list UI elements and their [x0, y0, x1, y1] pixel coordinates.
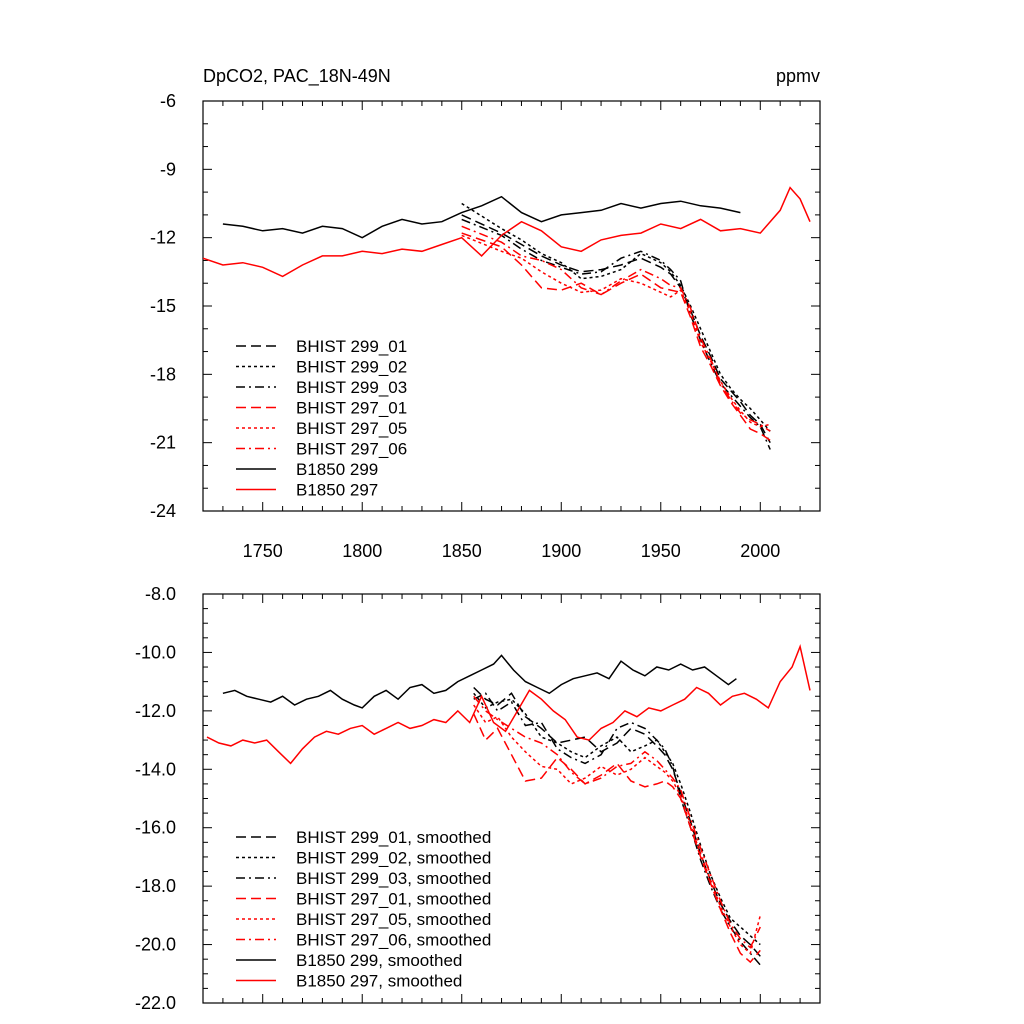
y-tick-label: -14.0	[135, 759, 176, 779]
legend-label: B1850 297	[296, 481, 378, 500]
legend-label: B1850 299	[296, 460, 378, 479]
series-line-4	[473, 704, 762, 955]
bottom-chart: -22.0 -20.0 -18.0 -16.0 -14.0 -12.0 -10.0 -8.0 B…	[135, 584, 821, 1013]
series-line-0	[473, 686, 761, 957]
series-line-2	[461, 218, 771, 450]
y-tick-label: -22.0	[135, 993, 176, 1013]
top-chart-units: ppmv	[776, 66, 820, 86]
legend-label: B1850 299, smoothed	[296, 951, 462, 970]
x-tick-label: 2000	[740, 541, 780, 561]
y-tick-label: -6	[160, 91, 176, 111]
y-tick-label: -12.0	[135, 701, 176, 721]
y-tick-label: -24	[150, 501, 176, 521]
series-line-4	[461, 234, 771, 428]
x-tick-label: 1800	[342, 541, 382, 561]
legend-label: BHIST 299_03	[296, 378, 407, 397]
x-tick-label: 1750	[243, 541, 283, 561]
legend-label: BHIST 299_03, smoothed	[296, 869, 491, 888]
series-line-6	[222, 195, 741, 239]
legend-label: BHIST 297_05, smoothed	[296, 910, 491, 929]
legend-label: BHIST 297_05	[296, 419, 407, 438]
series-line-2	[473, 692, 761, 966]
series-line-5	[473, 695, 761, 949]
legend-label: BHIST 299_01, smoothed	[296, 828, 491, 847]
series-line-3	[461, 232, 771, 442]
top-chart-title: DpCO2, PAC_18N-49N	[203, 66, 391, 87]
y-tick-label: -8.0	[145, 584, 176, 604]
y-tick-label: -18.0	[135, 876, 176, 896]
series-line-5	[461, 225, 771, 432]
legend-label: BHIST 299_01	[296, 337, 407, 356]
x-tick-label: 1850	[442, 541, 482, 561]
legend-label: BHIST 297_06	[296, 440, 407, 459]
y-tick-label: -20.0	[135, 935, 176, 955]
top-chart: 1750 1800 1850 1900 1950 2000 -24 -21 -18 -15 -12 -…	[150, 91, 821, 561]
y-tick-label: -21	[150, 433, 176, 453]
y-tick-label: -16.0	[135, 818, 176, 838]
series-line-7	[203, 186, 811, 278]
y-tick-label: -18	[150, 364, 176, 384]
x-tick-label: 1900	[541, 541, 581, 561]
legend-label: BHIST 297_06, smoothed	[296, 931, 491, 950]
legend-label: BHIST 297_01, smoothed	[296, 890, 491, 909]
y-tick-label: -15	[150, 296, 176, 316]
legend-label: BHIST 297_01	[296, 399, 407, 418]
series-line-6	[222, 654, 737, 709]
series-line-3	[473, 713, 761, 964]
y-tick-label: -10.0	[135, 642, 176, 662]
x-tick-label: 1950	[641, 541, 681, 561]
legend-label: BHIST 299_02, smoothed	[296, 849, 491, 868]
legend-label: B1850 297, smoothed	[296, 972, 462, 991]
y-tick-label: -12	[150, 228, 176, 248]
series-line-0	[461, 214, 771, 444]
legend-label: BHIST 299_02	[296, 358, 407, 377]
series-line-1	[473, 692, 761, 946]
legend: BHIST 299_01, smoothed BHIST 299_02, smoo…	[236, 828, 491, 991]
series-line-7	[206, 644, 811, 765]
series-line-1	[461, 202, 771, 432]
y-tick-label: -9	[160, 159, 176, 179]
